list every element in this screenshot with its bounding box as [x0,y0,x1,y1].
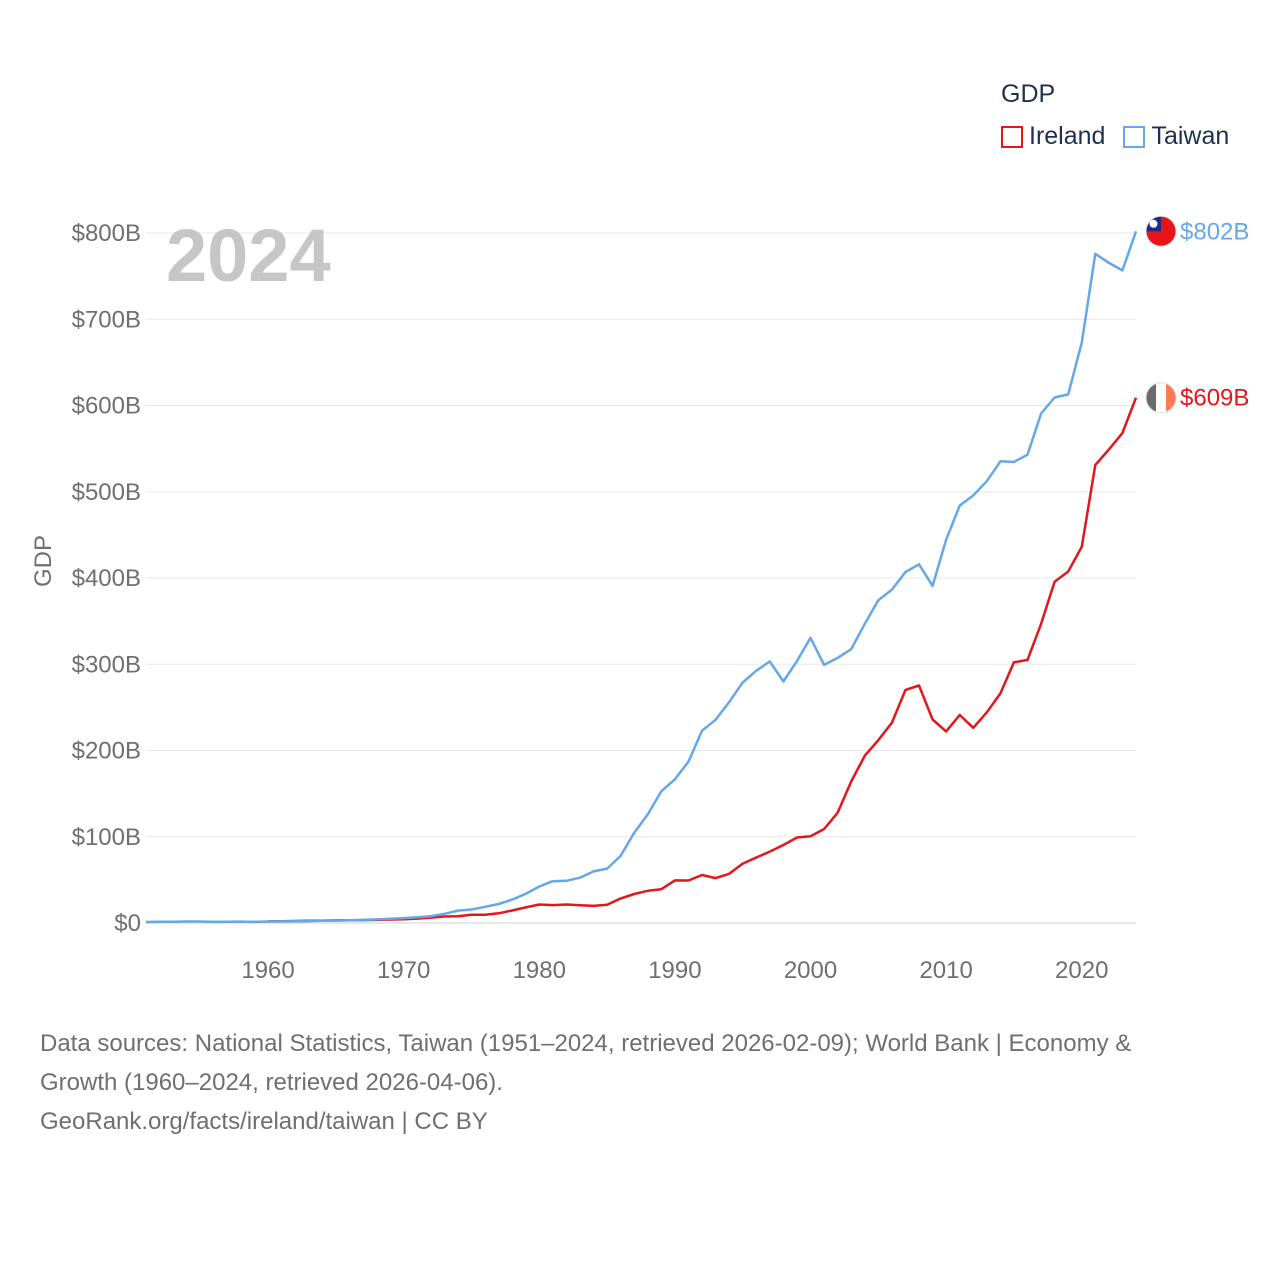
legend-label-taiwan: Taiwan [1151,122,1230,150]
series-line-taiwan [145,230,1138,924]
y-tick-label: $300B [72,651,141,678]
legend-item-taiwan[interactable]: Taiwan [1123,122,1229,151]
source-link[interactable]: GeoRank.org/facts/ireland/taiwan | CC BY [40,1108,488,1135]
x-tick-label: 1970 [377,957,430,984]
y-tick-label: $200B [72,738,141,765]
data-source-note: Data sources: National Statistics, Taiwa… [40,1024,1240,1141]
series-end-markers: $609B $802B [1145,215,1249,414]
y-tick-label: $0 [114,910,141,937]
taiwan-flag-icon [1145,215,1177,247]
y-tick-label: $700B [72,306,141,333]
legend-item-ireland[interactable]: Ireland [1001,122,1105,151]
legend-swatch-ireland [1001,125,1023,148]
end-value-label-taiwan: $802B [1180,218,1249,245]
end-value-label-ireland: $609B [1180,385,1249,412]
y-tick-label: $800B [72,220,141,247]
source-line-1: Data sources: National Statistics, Taiwa… [40,1030,1132,1057]
ireland-flag-icon [1145,382,1177,414]
x-tick-label: 1990 [648,957,701,984]
source-line-2: Growth (1960–2024, retrieved 2026-04-06)… [40,1069,503,1096]
grid-lines [146,232,1136,924]
x-tick-label: 2020 [1055,957,1108,984]
legend-title: GDP [1001,80,1056,108]
legend-swatch-taiwan [1123,125,1146,148]
y-tick-label: $600B [72,393,141,420]
legend-label-ireland: Ireland [1029,122,1106,150]
x-tick-label: 2000 [784,957,837,984]
y-tick-label: $500B [72,479,141,506]
x-tick-label: 1960 [241,957,294,984]
year-watermark: 2024 [166,214,331,297]
y-tick-label: $100B [72,824,141,851]
x-axis-tick-labels: 1960 1970 1980 1990 2000 2010 2020 [241,957,1108,984]
x-tick-label: 1980 [513,957,566,984]
legend: Ireland Taiwan [1001,122,1247,151]
series-lines [145,230,1138,924]
x-tick-label: 2010 [919,957,972,984]
y-tick-label: $400B [72,565,141,592]
series-line-ireland [268,397,1138,923]
y-axis-tick-labels: $0 $100B $200B $300B $400B $500B $600B $700B $80… [72,220,141,937]
y-axis-title: GDP [30,535,57,587]
